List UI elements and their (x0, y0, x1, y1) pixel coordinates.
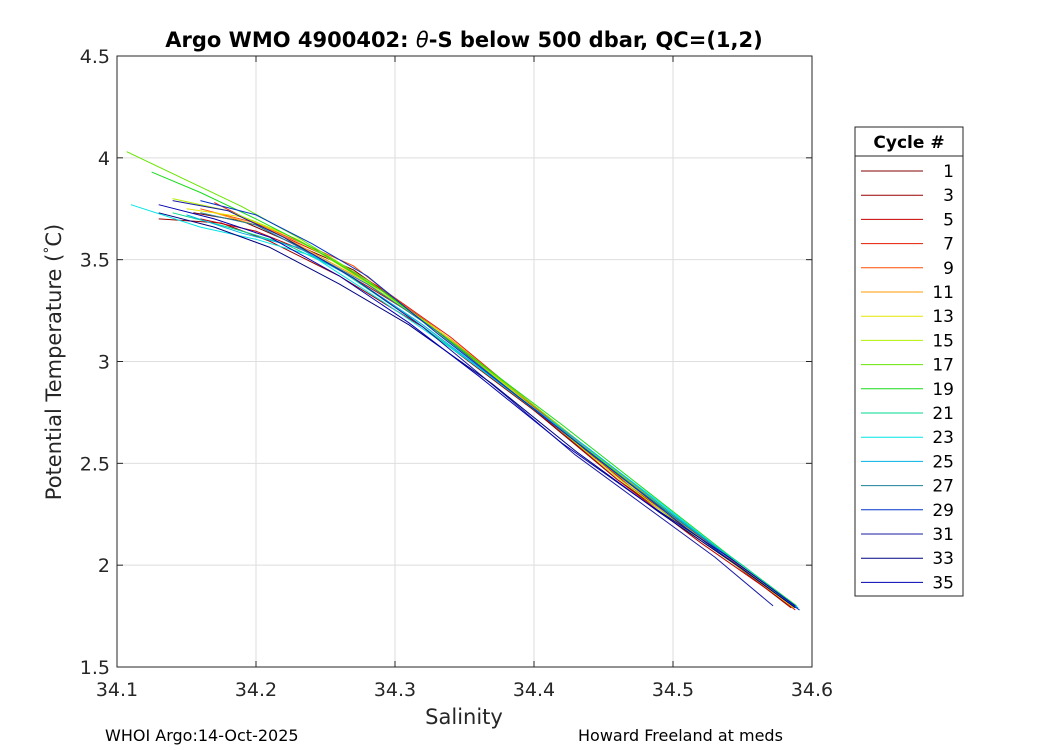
y-tick-label-6: 4.5 (80, 46, 110, 68)
legend-label-cycle-1: 1 (943, 162, 954, 182)
footer-right: Howard Freeland at meds (578, 726, 783, 745)
legend-title: Cycle # (873, 133, 944, 153)
series-line-cycle-23 (130, 204, 799, 609)
legend-label-cycle-31: 31 (932, 525, 954, 545)
legend-label-cycle-15: 15 (932, 331, 954, 351)
legend-label-cycle-3: 3 (943, 186, 954, 206)
legend-label-cycle-33: 33 (932, 549, 954, 569)
x-ticks: 34.1 34.2 34.3 34.4 34.5 34.6 (96, 56, 833, 701)
legend-label-cycle-35: 35 (932, 573, 954, 593)
legend-box (854, 126, 964, 597)
series-line-cycle-31 (172, 200, 774, 607)
legend-label-cycle-25: 25 (932, 452, 954, 472)
legend-label-cycle-17: 17 (932, 356, 954, 376)
y-tick-label-5: 4 (98, 148, 110, 170)
y-ticks: 1.5 2 2.5 3 3.5 4 4.5 (80, 46, 812, 679)
footer-left: WHOI Argo:14-Oct-2025 (105, 726, 299, 745)
legend-label-cycle-29: 29 (932, 501, 954, 521)
y-tick-label-0: 1.5 (80, 657, 110, 679)
legend-label-cycle-11: 11 (932, 283, 954, 303)
legend-label-cycle-9: 9 (943, 259, 954, 279)
x-tick-label-2: 34.3 (374, 679, 416, 701)
x-tick-label-1: 34.2 (235, 679, 277, 701)
x-axis-label: Salinity (425, 705, 503, 729)
legend-label-cycle-21: 21 (932, 404, 954, 424)
x-tick-label-3: 34.4 (513, 679, 555, 701)
y-tick-label-1: 2 (98, 555, 110, 577)
legend-label-cycle-5: 5 (943, 210, 954, 230)
y-axis-label: Potential Temperature (°C) (42, 224, 66, 500)
legend-label-cycle-23: 23 (932, 428, 954, 448)
x-tick-label-4: 34.5 (652, 679, 694, 701)
y-tick-label-3: 3 (98, 352, 110, 374)
y-tick-label-2: 2.5 (80, 453, 110, 475)
x-tick-label-5: 34.6 (791, 679, 833, 701)
legend-label-cycle-13: 13 (932, 307, 954, 327)
series-line-cycle-35 (158, 204, 796, 607)
data-series (126, 151, 800, 611)
series-line-cycle-29 (200, 200, 800, 611)
series-line-cycle-19 (151, 171, 797, 607)
legend-label-cycle-7: 7 (943, 235, 954, 255)
y-tick-label-4: 3.5 (80, 250, 110, 272)
legend-label-cycle-27: 27 (932, 477, 954, 497)
series-line-cycle-25 (186, 214, 799, 609)
legend-label-cycle-19: 19 (932, 380, 954, 400)
chart-title: Argo WMO 4900402: θ-S below 500 dbar, QC… (165, 28, 762, 52)
x-tick-label-0: 34.1 (96, 679, 138, 701)
